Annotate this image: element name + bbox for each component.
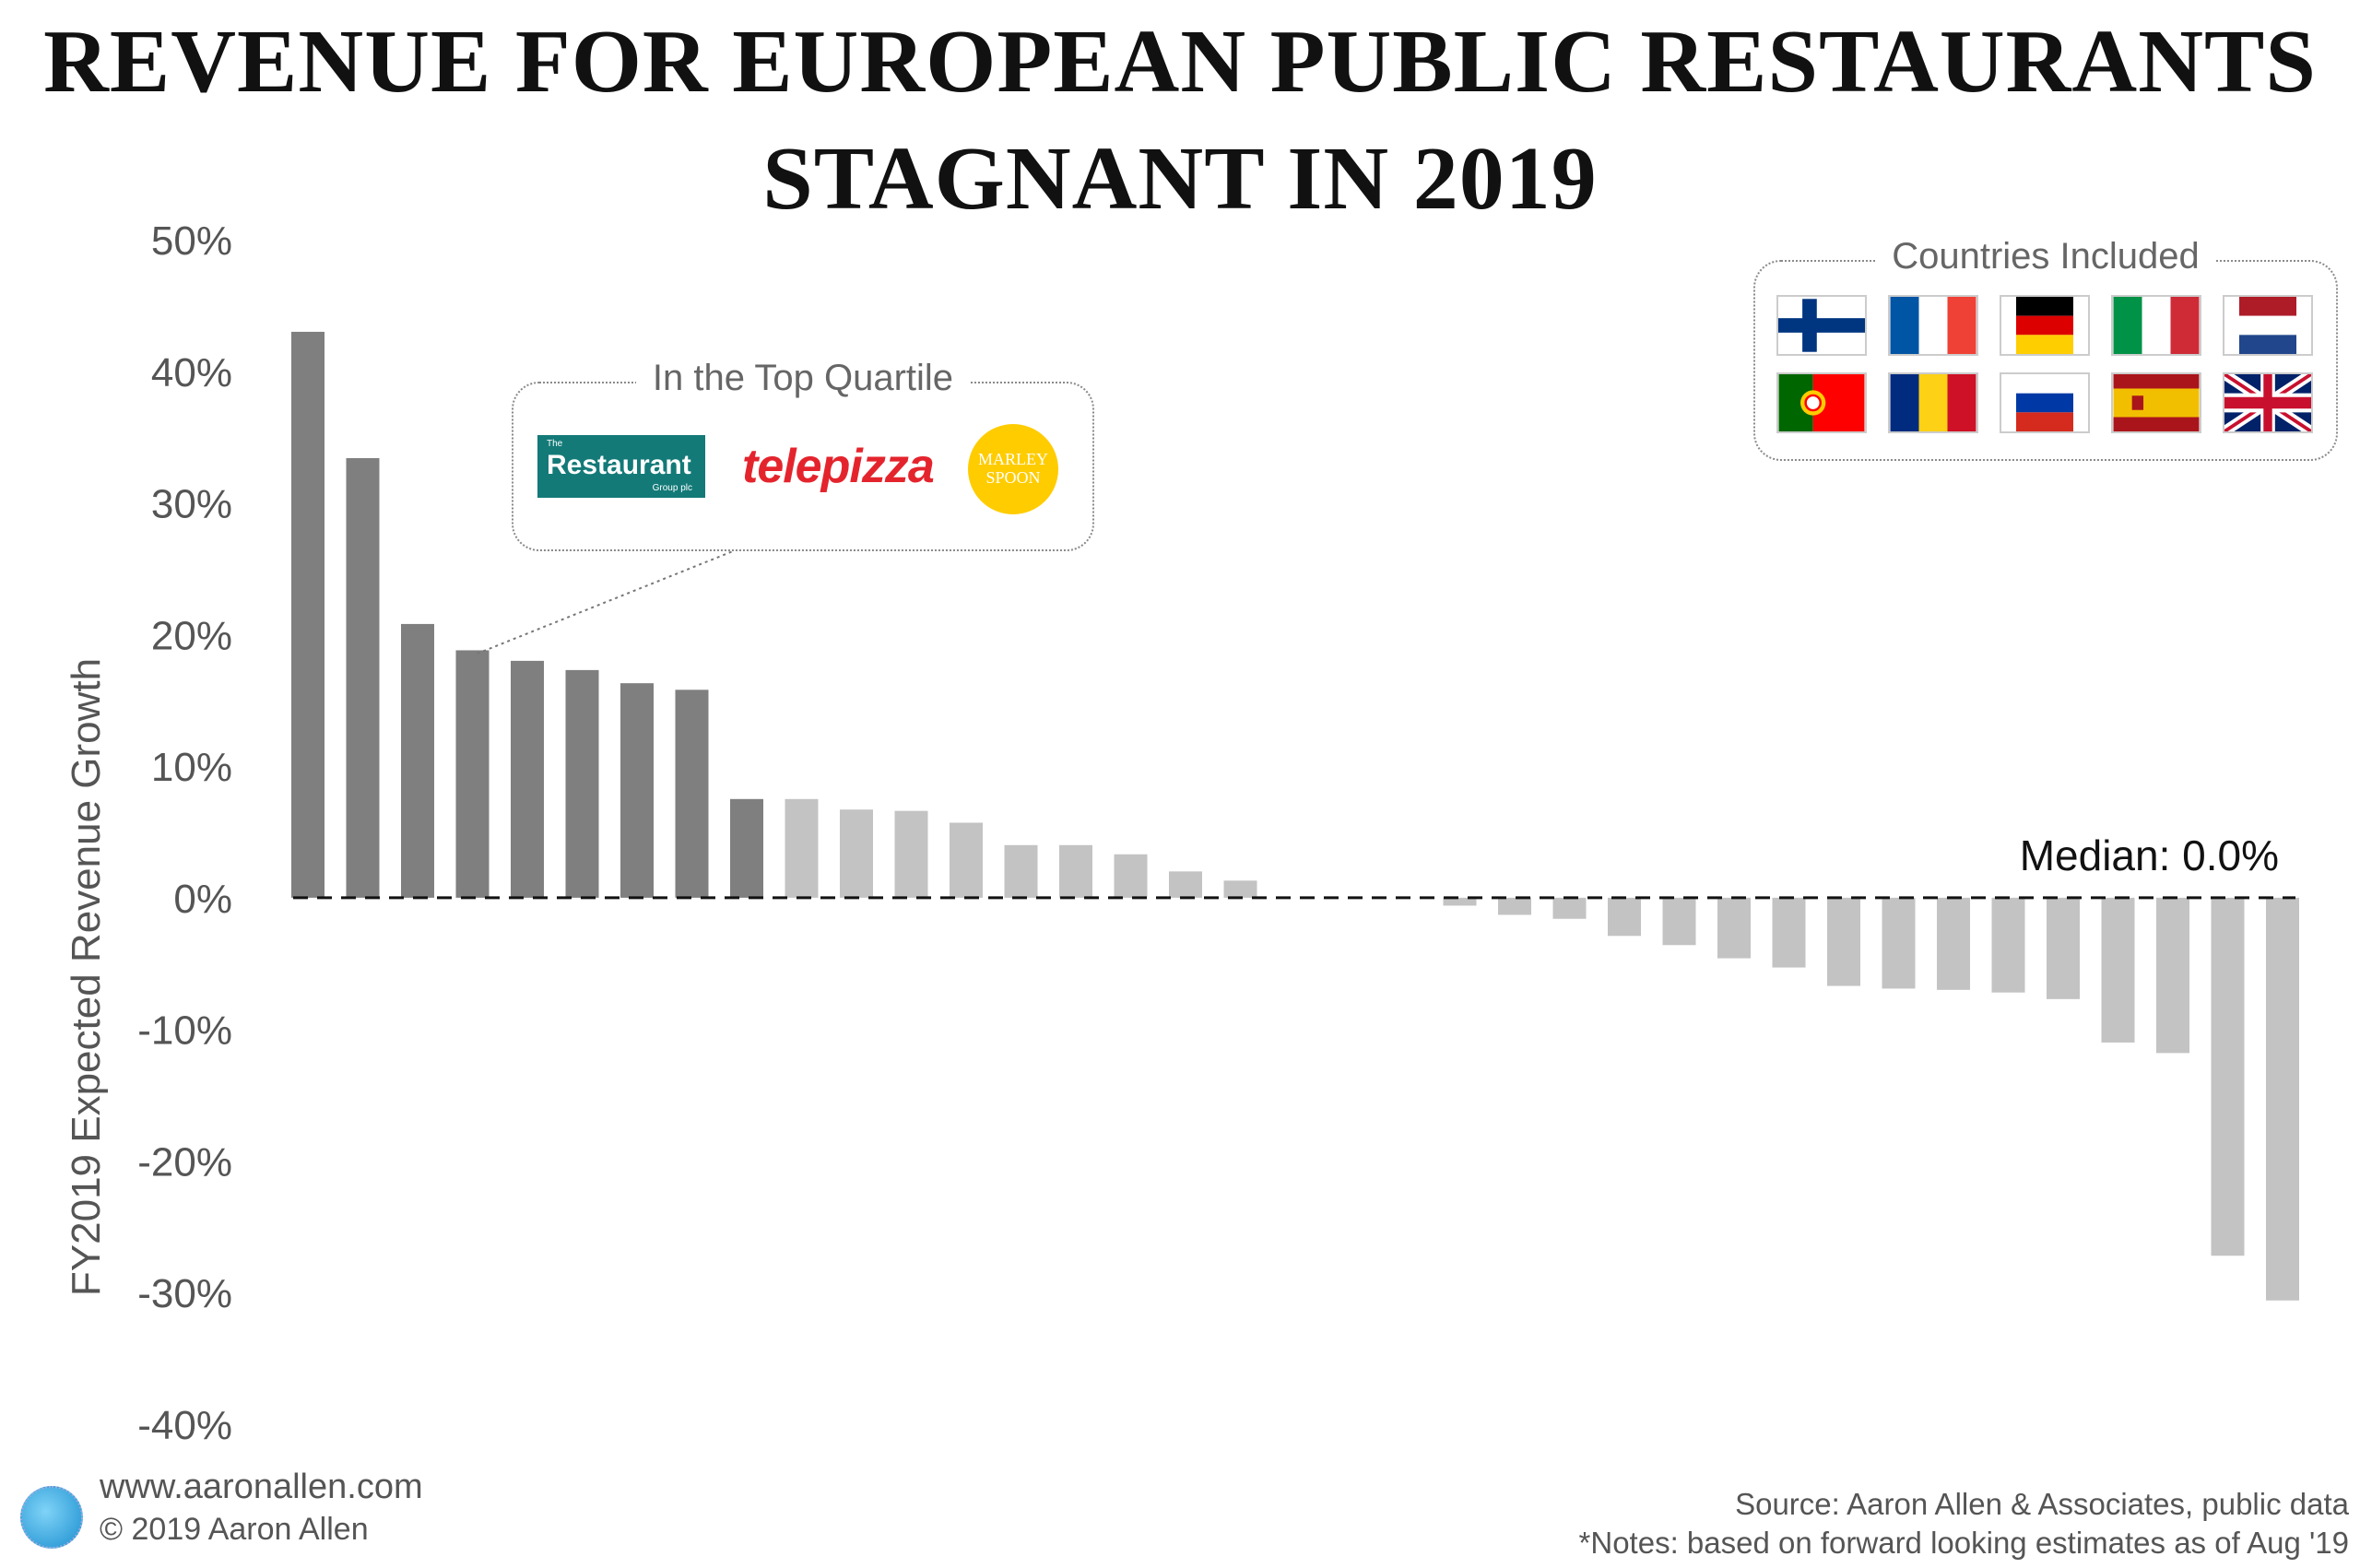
marley-spoon-logo: MARLEY SPOON	[968, 424, 1058, 514]
y-tick-label: 40%	[151, 350, 232, 395]
bar	[1937, 897, 1970, 990]
top-quartile-callout-title: In the Top Quartile	[635, 358, 971, 398]
bar	[1498, 897, 1531, 915]
bar	[1991, 897, 2025, 993]
portugal-flag	[1778, 374, 1865, 431]
callout-leader-line	[476, 548, 738, 655]
y-tick-label: 20%	[151, 613, 232, 658]
copyright-text: © 2019 Aaron Allen	[100, 1512, 369, 1547]
telepizza-logo: telepizza	[742, 440, 935, 493]
chart-title-line-1: REVENUE FOR EUROPEAN PUBLIC RESTAURANTS	[43, 12, 2317, 112]
netherlands-flag	[2224, 297, 2311, 354]
y-tick-label: 10%	[151, 745, 232, 790]
countries-legend: Countries Included	[1753, 236, 2338, 461]
chart-title-line-2: STAGNANT IN 2019	[762, 129, 1598, 229]
bar	[785, 798, 819, 898]
y-tick-label: 30%	[151, 482, 232, 527]
bar	[1717, 897, 1751, 959]
bar	[1662, 897, 1696, 946]
bar	[1443, 897, 1477, 906]
france-flag	[1890, 297, 1976, 354]
source-text: Source: Aaron Allen & Associates, public…	[1735, 1487, 2349, 1521]
bar	[291, 331, 324, 898]
bar	[1552, 897, 1587, 919]
bar	[565, 669, 599, 898]
top-quartile-callout: In the Top Quartile The Restaurant Group…	[512, 358, 1094, 551]
y-axis-label: FY2019 Expected Revenue Growth	[64, 658, 109, 1296]
russia-flag	[2001, 374, 2088, 431]
globe-logo-icon	[20, 1486, 83, 1549]
bar	[1114, 854, 1148, 898]
y-tick-label: 50%	[151, 218, 232, 264]
spain-flag	[2113, 374, 2200, 431]
bar	[1223, 880, 1257, 898]
bar	[1004, 844, 1038, 898]
bar	[2156, 897, 2189, 1054]
y-tick-label: -40%	[137, 1403, 232, 1448]
bars	[291, 331, 2299, 1301]
bar	[346, 458, 380, 898]
bar	[730, 798, 763, 898]
y-axis: 50% 40% 30% 20% 10% 0% -10% -20% -30% -40%	[137, 218, 232, 1448]
y-tick-label: -30%	[137, 1271, 232, 1316]
y-tick-label: 0%	[173, 877, 232, 922]
bar	[1169, 871, 1202, 898]
median-label: Median: 0.0%	[2020, 831, 2279, 879]
bar	[401, 623, 434, 898]
bar	[840, 809, 873, 898]
bar	[455, 650, 490, 898]
bar	[1608, 897, 1641, 937]
restaurant-group-logo: The Restaurant Group plc	[537, 435, 705, 498]
website-link[interactable]: www.aaronallen.com	[100, 1468, 423, 1506]
uk-flag	[2224, 374, 2311, 431]
bar	[1827, 897, 1860, 986]
y-tick-label: -20%	[137, 1139, 232, 1185]
y-tick-label: -10%	[137, 1008, 232, 1054]
bar	[950, 822, 983, 898]
bar	[2266, 897, 2299, 1301]
germany-flag	[2001, 297, 2088, 354]
bar	[2211, 897, 2245, 1256]
bar	[1882, 897, 1916, 989]
bar	[2101, 897, 2135, 1043]
bar	[675, 690, 709, 898]
italy-flag	[2113, 297, 2200, 354]
bar	[2047, 897, 2080, 999]
romania-flag	[1890, 374, 1976, 431]
bar	[1772, 897, 1806, 968]
bar	[511, 660, 544, 898]
bar	[894, 810, 928, 898]
finland-flag	[1778, 297, 1865, 354]
bar	[1059, 844, 1092, 898]
countries-legend-title: Countries Included	[1875, 236, 2216, 277]
notes-text: *Notes: based on forward looking estimat…	[1578, 1526, 2349, 1560]
bar	[620, 683, 654, 898]
